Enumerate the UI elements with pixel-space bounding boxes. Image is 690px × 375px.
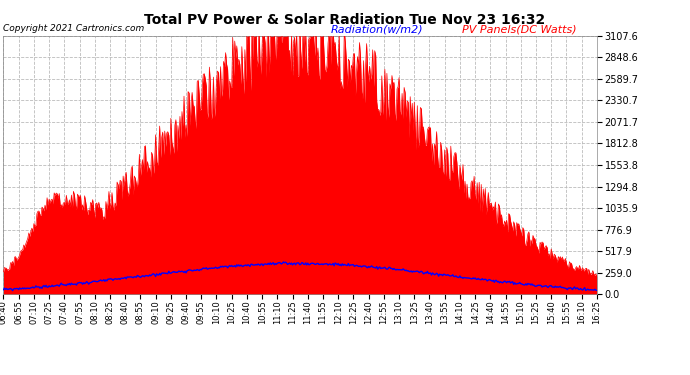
Text: Copyright 2021 Cartronics.com: Copyright 2021 Cartronics.com bbox=[3, 24, 145, 33]
Text: PV Panels(DC Watts): PV Panels(DC Watts) bbox=[462, 24, 577, 34]
Text: Radiation(w/m2): Radiation(w/m2) bbox=[331, 24, 424, 34]
Text: Total PV Power & Solar Radiation Tue Nov 23 16:32: Total PV Power & Solar Radiation Tue Nov… bbox=[144, 13, 546, 27]
